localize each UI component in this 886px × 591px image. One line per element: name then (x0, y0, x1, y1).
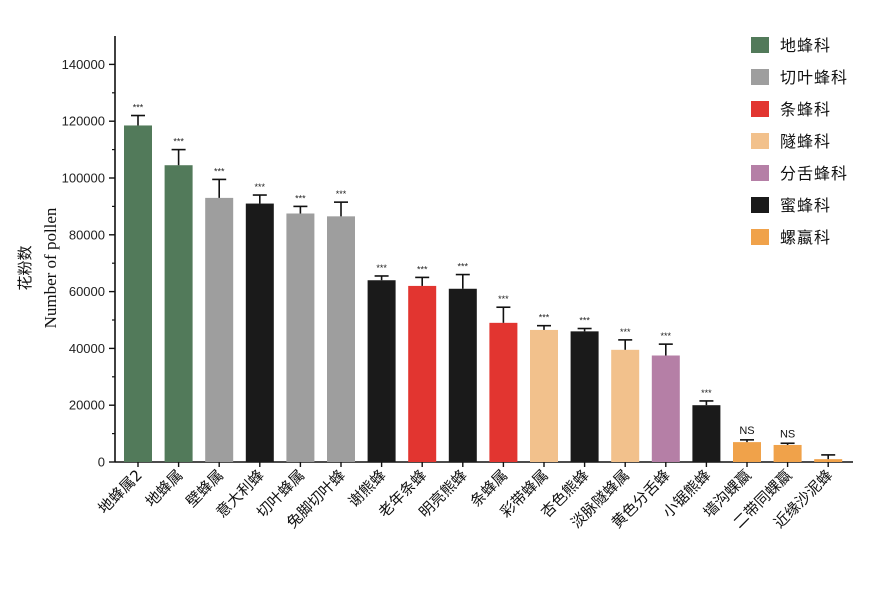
y-tick-label: 120000 (62, 114, 105, 129)
significance-label: *** (620, 327, 631, 337)
significance-label: NS (780, 428, 795, 440)
y-tick-label: 80000 (69, 227, 105, 242)
significance-label: *** (173, 137, 184, 147)
axes: 0 20000 40000 60000 80000 100000 120000 140000 (62, 36, 853, 470)
legend-swatch (751, 69, 769, 85)
legend-label: 螺蠃科 (780, 228, 831, 247)
significance-label: *** (701, 388, 712, 398)
legend-swatch (751, 133, 769, 149)
bar (408, 285, 437, 462)
bar (245, 203, 274, 462)
y-tick-label: 60000 (69, 284, 105, 299)
legend-swatch (751, 197, 769, 213)
bar (773, 444, 802, 462)
bar (448, 288, 477, 462)
significance-label: *** (579, 316, 590, 326)
significance-label: *** (417, 264, 428, 274)
legend-swatch (751, 101, 769, 117)
bar (164, 165, 193, 462)
significance-label: NS (739, 425, 754, 437)
bar (733, 442, 761, 462)
bar (367, 280, 396, 462)
legend-label: 隧蜂科 (780, 132, 831, 151)
bar (814, 459, 843, 462)
significance-label: *** (458, 262, 469, 272)
significance-label: *** (255, 182, 266, 192)
y-tick-label: 140000 (62, 57, 105, 72)
bar (286, 213, 315, 462)
y-axis-title-cn: 花粉数 (16, 245, 34, 290)
y-tick-label: 100000 (62, 171, 105, 186)
bar (124, 125, 152, 463)
significance-label: *** (336, 189, 347, 199)
x-tick-label: 地蜂属 (142, 466, 187, 511)
bar (692, 405, 721, 462)
y-axis-title: 花粉数 Number of pollen (16, 207, 60, 328)
legend-swatch (751, 37, 769, 53)
y-tick-label: 20000 (69, 398, 105, 413)
x-tick-label: 地蜂属2 (95, 466, 146, 517)
significance-label: *** (214, 166, 225, 176)
bar (651, 355, 680, 462)
bar (205, 197, 234, 462)
bar (570, 331, 599, 462)
bar (489, 322, 518, 462)
legend-label: 地蜂科 (780, 36, 831, 55)
legend-label: 蜜蜂科 (780, 196, 831, 215)
legend-label: 切叶蜂科 (780, 68, 848, 87)
bar (611, 349, 640, 462)
y-tick-label: 40000 (69, 341, 105, 356)
legend-swatch (751, 165, 769, 181)
legend-label: 分舌蜂科 (780, 164, 848, 183)
significance-label: *** (376, 263, 387, 273)
bar (530, 329, 558, 462)
legend-label: 条蜂科 (780, 100, 831, 119)
legend-swatch (751, 229, 769, 245)
y-tick-label: 0 (98, 455, 105, 470)
significance-label: *** (661, 331, 672, 341)
significance-label: *** (539, 313, 550, 323)
bars: ***地蜂属2***地蜂属***壁蜂属***意大利蜂***切叶蜂属***兔脚切叶… (95, 103, 843, 532)
significance-label: *** (133, 103, 144, 113)
significance-label: *** (295, 193, 306, 203)
significance-label: *** (498, 294, 509, 304)
y-axis-title-en: Number of pollen (41, 207, 60, 328)
bar (327, 216, 355, 462)
